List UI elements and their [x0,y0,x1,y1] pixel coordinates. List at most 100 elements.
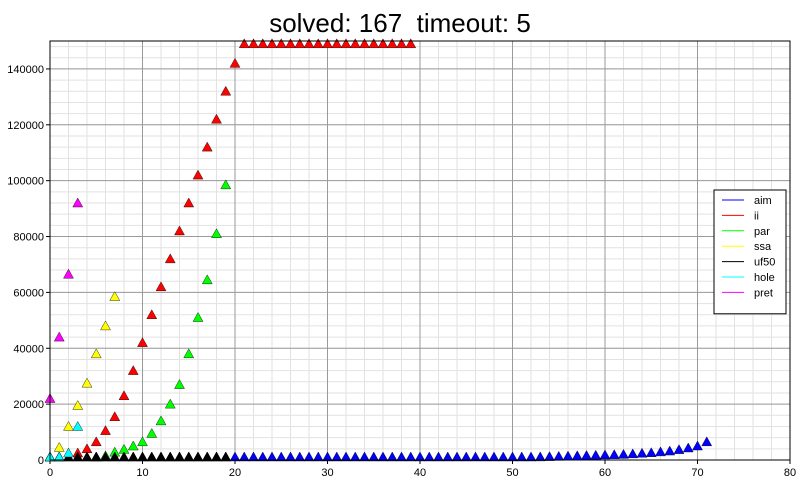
data-point-aim [414,451,426,462]
data-point-uf50 [137,451,148,462]
data-point-ii [396,38,407,48]
data-point-ii [349,38,361,48]
data-point-ii [266,38,278,48]
data-point-aim [692,440,703,451]
data-point-par [164,398,176,409]
data-point-uf50 [109,451,121,462]
legend-label-par: par [754,226,770,238]
data-point-aim [608,449,620,459]
data-point-ii [405,38,417,48]
data-point-par [127,440,139,451]
data-point-uf50 [81,451,93,462]
data-point-uf50 [174,451,185,462]
data-point-aim [636,447,648,458]
legend-label-ii: ii [754,210,759,222]
data-point-ii [100,425,111,435]
y-tick-label: 140000 [7,64,44,76]
data-point-ii [377,38,389,48]
data-point-ii [238,38,250,48]
data-point-par [137,436,148,447]
data-point-uf50 [211,451,222,462]
data-point-ii [211,113,222,124]
data-point-aim [368,451,380,462]
data-point-aim [562,450,574,461]
data-point-aim [645,447,657,457]
data-point-ii [331,38,343,48]
data-point-par [211,228,222,238]
data-point-ii [155,281,167,292]
data-point-aim [386,451,398,462]
data-point-aim [303,451,315,462]
y-tick-label: 0 [38,455,44,467]
legend: aim ii par ssa uf50 hole pret [713,189,787,315]
data-point-par [201,274,213,285]
legend-box [713,189,787,315]
data-point-ii [127,365,139,375]
data-point-ssa [109,291,121,301]
data-point-aim [599,449,611,460]
data-point-ii [118,390,130,400]
data-point-aim [423,451,435,462]
data-point-pret [72,197,84,208]
legend-label-hole: hole [754,272,775,284]
data-point-uf50 [192,451,204,462]
y-tick-label: 20000 [13,399,44,411]
data-point-aim [405,451,417,462]
data-point-ssa [53,442,65,452]
y-tick-label: 40000 [13,343,44,355]
y-tick-label: 60000 [13,287,44,299]
data-point-aim [229,451,241,462]
data-point-ii [90,436,102,447]
data-point-aim [470,451,481,462]
legend-label-ssa: ssa [754,241,772,253]
data-point-aim [479,451,491,462]
data-point-ii [294,38,306,48]
data-point-uf50 [183,451,195,462]
data-point-ii [285,38,296,48]
data-point-aim [322,451,333,462]
data-point-aim [451,451,463,462]
data-point-ii [192,169,204,180]
data-point-par [146,428,158,438]
data-point-pret [63,268,74,279]
data-point-aim [701,436,713,447]
data-point-aim [460,451,472,462]
data-point-ii [183,197,195,208]
data-point-aim [534,451,546,462]
data-point-aim [571,450,583,461]
data-point-uf50 [127,451,139,462]
x-tick-label: 0 [47,467,53,479]
legend-label-pret: pret [754,287,773,299]
data-point-aim [525,451,537,462]
y-tick-label: 100000 [7,176,44,188]
data-point-ssa [63,421,74,431]
data-point-ii [303,38,315,48]
data-point-uf50 [100,451,111,462]
data-point-aim [590,449,602,460]
data-point-aim [248,451,259,462]
data-point-ii [368,38,380,48]
series-ssa [53,291,121,452]
x-axis-ticks: 0 10 20 30 40 50 60 70 80 [47,460,796,479]
data-point-ii [386,38,398,48]
legend-label-uf50: uf50 [754,257,775,269]
y-axis-ticks: 0 20000 40000 60000 80000 100000 120000 140000 [7,64,50,467]
chart-title: solved: 167 timeout: 5 [269,8,531,38]
data-point-par [155,415,167,426]
data-point-aim [396,451,407,462]
data-point-ssa [90,348,102,359]
data-point-ii [109,411,121,421]
data-point-ssa [72,400,84,410]
data-point-aim [497,451,509,462]
x-tick-label: 20 [229,467,241,479]
y-tick-label: 80000 [13,232,44,244]
data-point-uf50 [201,451,213,462]
data-point-aim [488,451,500,462]
data-point-uf50 [220,451,232,462]
data-point-aim [266,451,278,462]
data-point-uf50 [146,451,158,462]
series-ii [72,38,417,458]
data-point-hole [53,451,65,462]
y-tick-label: 120000 [7,120,44,132]
